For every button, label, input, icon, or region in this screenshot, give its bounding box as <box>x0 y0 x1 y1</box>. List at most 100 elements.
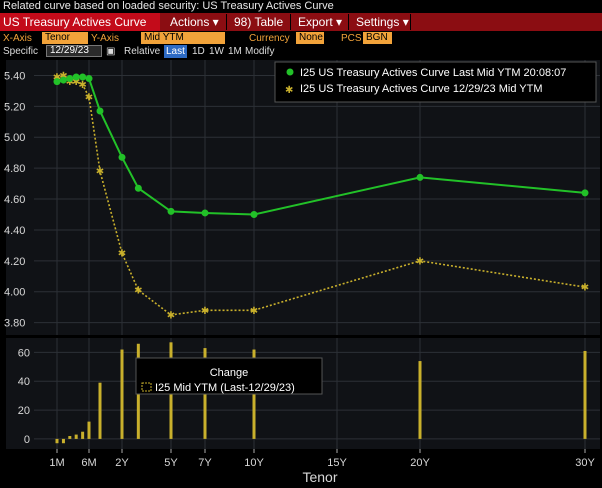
x-axis-label: X-Axis <box>3 33 32 44</box>
x-tick-label: 6M <box>81 457 96 469</box>
y-tick-label: 5.40 <box>4 70 25 82</box>
lower-y-axis: 60 40 20 0 <box>18 347 30 445</box>
menu-bar: US Treasury Actives Curve Actions ▾ 98) … <box>0 13 602 31</box>
prior-point: ✱ <box>85 93 93 104</box>
specific-date-input[interactable]: 12/29/23 <box>46 45 102 57</box>
change-legend-title: Change <box>210 367 249 379</box>
y-tick-label: 4.00 <box>4 287 25 299</box>
currency-select[interactable]: None <box>296 32 324 44</box>
change-y-tick-label: 40 <box>18 376 30 388</box>
current-point <box>250 210 258 218</box>
period-1w[interactable]: 1W <box>209 46 224 57</box>
current-point <box>79 73 87 81</box>
x-tick-label: 1M <box>49 457 64 469</box>
current-point <box>201 209 209 217</box>
x-tick-label: 5Y <box>164 457 178 469</box>
prior-legend-marker: ✱ <box>285 85 293 96</box>
prior-point: ✱ <box>118 249 126 260</box>
table-button[interactable]: 98) Table <box>234 15 284 29</box>
prior-point: ✱ <box>66 77 74 88</box>
x-tick-label: 10Y <box>244 457 264 469</box>
change-bar <box>98 382 102 439</box>
y-tick-label: 4.40 <box>4 225 25 237</box>
current-point <box>581 189 589 197</box>
period-1m[interactable]: 1M <box>228 46 242 57</box>
change-y-tick-label: 0 <box>24 434 30 446</box>
prior-point: ✱ <box>72 77 80 88</box>
current-point <box>167 207 175 215</box>
upper-panel-background <box>6 60 600 335</box>
period-1d[interactable]: 1D <box>192 46 205 57</box>
change-bar <box>68 436 72 439</box>
upper-y-axis: 5.40 5.20 5.00 4.80 4.60 4.40 4.20 4.00 3.80 <box>4 70 25 329</box>
period-last[interactable]: Last <box>164 45 187 58</box>
prior-point: ✱ <box>96 167 104 178</box>
current-point <box>53 78 61 86</box>
change-bar <box>74 434 78 439</box>
prior-point: ✱ <box>416 256 424 267</box>
change-bar <box>81 431 85 439</box>
curve-title[interactable]: US Treasury Actives Curve <box>0 13 160 31</box>
x-axis-label: Tenor <box>302 469 337 485</box>
x-tick-label: 7Y <box>198 457 212 469</box>
change-bar <box>87 421 91 439</box>
menu-separator <box>226 14 227 30</box>
y-tick-label: 5.20 <box>4 101 25 113</box>
yield-curve-chart: 5.40 5.20 5.00 4.80 4.60 4.40 4.20 4.00 3.80 60 4… <box>4 60 600 485</box>
prior-point: ✱ <box>250 306 258 317</box>
change-bar <box>61 438 65 444</box>
current-point <box>118 153 126 161</box>
y-tick-label: 4.20 <box>4 256 25 268</box>
export-menu[interactable]: Export ▾ <box>298 15 343 29</box>
prior-point: ✱ <box>134 286 142 297</box>
y-axis-label: Y-Axis <box>91 33 119 44</box>
prior-point: ✱ <box>167 310 175 321</box>
y-tick-label: 4.80 <box>4 163 25 175</box>
legend-current-label: I25 US Treasury Actives Curve Last Mid Y… <box>300 67 566 79</box>
change-legend-swatch <box>141 382 152 392</box>
y-axis-select[interactable]: Mid YTM <box>141 32 225 44</box>
change-legend-label: I25 Mid YTM (Last-12/29/23) <box>155 382 295 394</box>
change-bar <box>418 361 422 439</box>
x-tick-label: 30Y <box>575 457 595 469</box>
change-bar <box>120 349 124 439</box>
prior-point: ✱ <box>59 71 67 82</box>
prior-point: ✱ <box>581 283 589 294</box>
pcs-field[interactable]: BGN <box>363 32 392 44</box>
change-y-tick-label: 20 <box>18 405 30 417</box>
x-tick-label: 20Y <box>410 457 430 469</box>
x-axis-ticks: 1M 6M 2Y 5Y 7Y 10Y 15Y 20Y 30Y <box>49 449 595 469</box>
x-tick-label: 15Y <box>327 457 347 469</box>
x-axis-select[interactable]: Tenor <box>42 32 88 44</box>
current-point <box>134 184 142 192</box>
prior-point: ✱ <box>201 306 209 317</box>
related-curve-text: Related curve based on loaded security: … <box>3 0 334 12</box>
calendar-icon[interactable]: ▣ <box>106 46 116 57</box>
y-tick-label: 4.60 <box>4 194 25 206</box>
lower-legend: Change I25 Mid YTM (Last-12/29/23) <box>135 357 323 395</box>
current-point <box>72 73 80 81</box>
change-bar <box>55 438 59 444</box>
menu-separator <box>348 14 349 30</box>
menu-separator <box>410 14 411 30</box>
change-y-tick-label: 60 <box>18 347 30 359</box>
x-tick-label: 2Y <box>115 457 129 469</box>
menu-separator <box>290 14 291 30</box>
change-bar <box>583 350 587 439</box>
current-curve-series <box>53 73 589 218</box>
axis-controls-row: X-Axis Tenor Y-Axis Mid YTM Currency Non… <box>0 32 602 45</box>
modify-button[interactable]: Modify <box>245 46 275 57</box>
settings-menu[interactable]: Settings ▾ <box>356 15 409 29</box>
current-point <box>416 173 424 181</box>
current-point <box>96 107 104 115</box>
date-controls-row: Specific 12/29/23 ▣ Relative Last 1D 1W … <box>0 45 602 58</box>
current-point <box>59 76 67 84</box>
specific-label: Specific <box>3 46 39 57</box>
y-tick-label: 5.00 <box>4 132 25 144</box>
prior-point: ✱ <box>53 72 61 83</box>
y-tick-label: 3.80 <box>4 318 25 330</box>
current-point <box>85 75 93 83</box>
legend-prior-label: I25 US Treasury Actives Curve 12/29/23 M… <box>300 83 543 95</box>
actions-menu[interactable]: Actions ▾ <box>170 15 219 29</box>
current-point <box>66 75 74 83</box>
